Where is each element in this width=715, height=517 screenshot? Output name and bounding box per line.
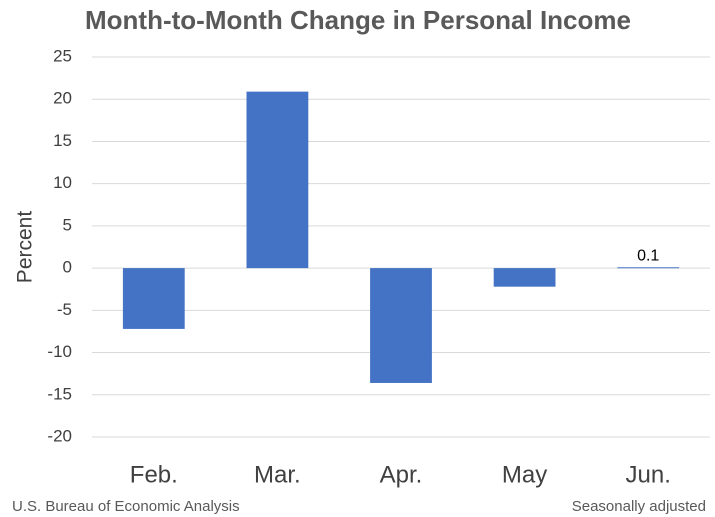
y-tick-label: -10 bbox=[47, 342, 72, 361]
data-label: 0.1 bbox=[637, 247, 659, 264]
bar bbox=[246, 91, 309, 269]
y-tick-label: 15 bbox=[53, 131, 72, 150]
x-tick-label: Feb. bbox=[130, 461, 178, 488]
y-tick-label: -20 bbox=[47, 426, 72, 445]
bar bbox=[617, 267, 680, 269]
y-tick-label: 5 bbox=[63, 215, 72, 234]
x-tick-label: Jun. bbox=[626, 461, 671, 488]
y-tick-label: 0 bbox=[63, 258, 72, 277]
y-axis-label: Percent bbox=[14, 211, 37, 284]
bar bbox=[370, 268, 432, 383]
x-tick-label: Apr. bbox=[380, 461, 423, 488]
bar bbox=[493, 268, 556, 287]
source: U.S. Bureau of Economic Analysis bbox=[12, 498, 240, 515]
y-tick-label: 10 bbox=[53, 173, 72, 192]
y-tick-label: -5 bbox=[57, 300, 72, 319]
y-tick-label: 20 bbox=[53, 89, 72, 108]
y-tick-label: 25 bbox=[53, 46, 72, 65]
bar bbox=[122, 268, 185, 329]
chart-title: Month-to-Month Change in Personal Income bbox=[85, 5, 631, 35]
x-tick-label: May bbox=[502, 461, 547, 488]
x-tick-label: Mar. bbox=[254, 461, 301, 488]
y-tick-label: -15 bbox=[47, 384, 72, 403]
note: Seasonally adjusted bbox=[572, 498, 706, 515]
